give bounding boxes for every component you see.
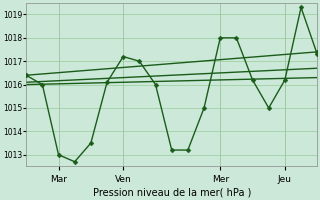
X-axis label: Pression niveau de la mer( hPa ): Pression niveau de la mer( hPa ) (92, 187, 251, 197)
